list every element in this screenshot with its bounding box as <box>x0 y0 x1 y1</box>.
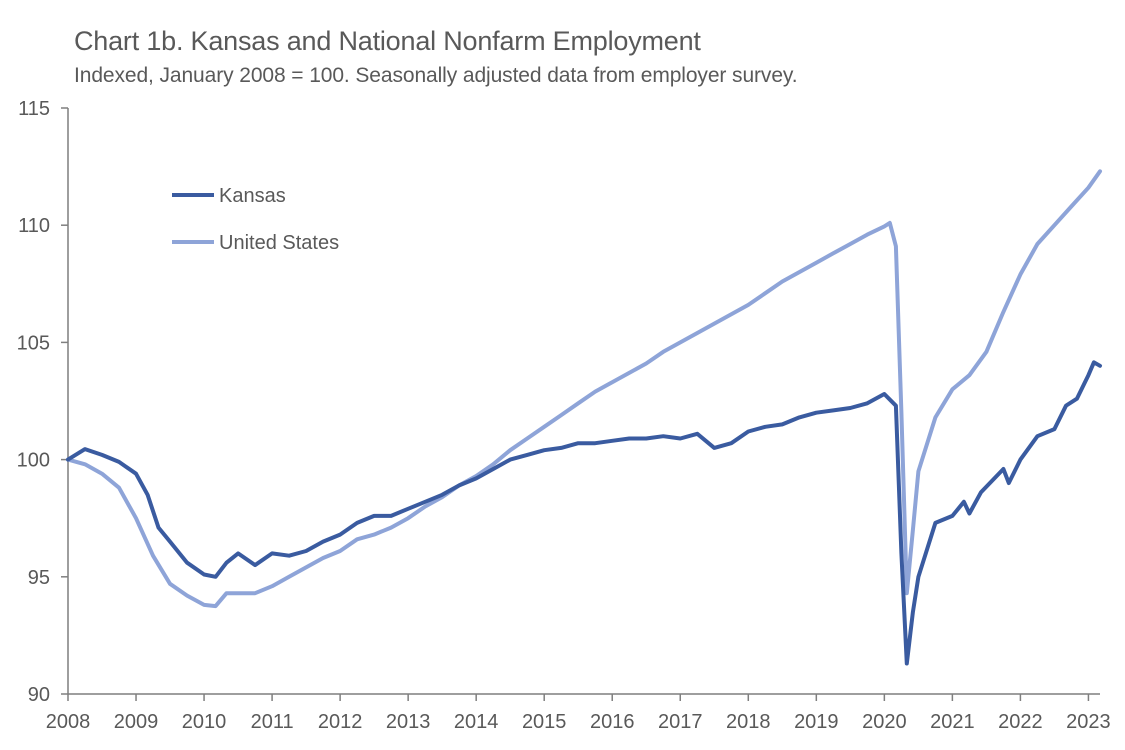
x-tick-label: 2020 <box>862 711 907 733</box>
chart-subtitle: Indexed, January 2008 = 100. Seasonally … <box>74 64 798 87</box>
series-line-kansas <box>66 360 1102 666</box>
x-tick-label: 2013 <box>386 711 431 733</box>
y-tick-label: 95 <box>28 567 50 589</box>
x-tick-label: 2017 <box>658 711 703 733</box>
x-tick-label: 2015 <box>522 711 567 733</box>
legend-label-united-states: United States <box>219 232 339 254</box>
series-layer <box>66 169 1102 666</box>
axes: 90 95 100 105 110 115 2008 2009 2010 2011 2012 2013… <box>17 98 1111 733</box>
x-tick-label: 2021 <box>930 711 975 733</box>
y-tick-label: 100 <box>17 450 50 472</box>
legend-label-kansas: Kansas <box>219 185 286 207</box>
x-tick-label: 2022 <box>998 711 1043 733</box>
chart-title: Chart 1b. Kansas and National Nonfarm Em… <box>74 26 701 56</box>
series-line-united-states <box>66 169 1102 609</box>
x-tick-label: 2008 <box>46 711 91 733</box>
x-tick-label: 2016 <box>590 711 635 733</box>
y-tick-label: 110 <box>18 215 50 237</box>
x-tick-label: 2018 <box>726 711 771 733</box>
x-tick-label: 2010 <box>182 711 227 733</box>
y-tick-label: 105 <box>17 332 50 354</box>
x-tick-label: 2012 <box>318 711 363 733</box>
x-tick-label: 2011 <box>251 711 294 733</box>
y-tick-label: 90 <box>28 684 50 706</box>
y-tick-label: 115 <box>18 98 50 120</box>
x-tick-label: 2009 <box>114 711 159 733</box>
x-tick-label: 2014 <box>454 711 499 733</box>
x-tick-label: 2023 <box>1066 711 1111 733</box>
x-tick-label: 2019 <box>794 711 839 733</box>
legend: Kansas United States <box>172 185 339 254</box>
